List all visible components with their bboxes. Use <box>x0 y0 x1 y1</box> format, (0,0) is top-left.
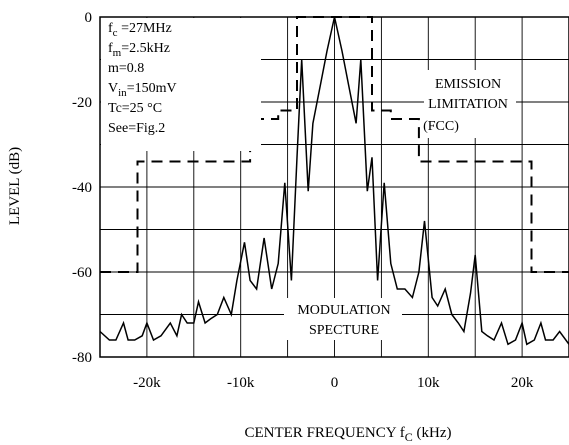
tick-labels: -20k -10k 0 10k 20k 0 -20 -40 -60 -80 <box>72 10 534 391</box>
y-tick-label: -20 <box>72 95 92 111</box>
modulation-spectrum-label: MODULATION SPECTURE <box>297 303 390 338</box>
param-subscript: m <box>113 47 122 59</box>
modulation-box <box>284 298 402 340</box>
param-main: Tc=25 °C <box>108 101 162 116</box>
emission-box <box>424 70 516 138</box>
modulation-label-line-2: SPECTURE <box>309 323 379 338</box>
param-value: =2.5kHz <box>121 41 170 56</box>
param-line: Vin=150mV <box>108 81 177 99</box>
param-value: =150mV <box>127 81 177 96</box>
grid <box>100 17 569 357</box>
param-line: fc =27MHz <box>108 21 172 39</box>
x-tick-label: 20k <box>511 375 534 391</box>
y-tick-label: -60 <box>72 265 92 281</box>
param-line: fm=2.5kHz <box>108 41 170 59</box>
param-line: Tc=25 °C <box>108 101 162 116</box>
y-axis-label: LEVEL (dB) <box>7 147 23 225</box>
emission-label-line-2: LIMITATION <box>428 97 508 112</box>
param-main: f <box>108 41 113 56</box>
x-axis-label: CENTER FREQUENCY fC (kHz) <box>244 425 451 444</box>
x-axis-label-main: CENTER FREQUENCY f <box>244 425 404 441</box>
y-tick-label: -80 <box>72 350 92 366</box>
emission-label-line-3: (FCC) <box>423 119 459 134</box>
param-main: m=0.8 <box>108 61 144 76</box>
emission-limitation-label: EMISSION LIMITATION (FCC) <box>423 77 508 134</box>
y-tick-label: -40 <box>72 180 92 196</box>
x-axis-label-unit: (kHz) <box>413 425 452 441</box>
param-main: V <box>108 81 118 96</box>
param-line: See=Fig.2 <box>108 121 165 136</box>
annotation-boxes <box>101 18 516 340</box>
param-subscript: in <box>118 87 127 99</box>
emission-label-line-1: EMISSION <box>435 77 501 92</box>
param-main: See=Fig.2 <box>108 121 165 136</box>
param-value: =27MHz <box>118 21 172 36</box>
x-tick-label: 10k <box>417 375 440 391</box>
x-tick-label: -20k <box>133 375 161 391</box>
modulation-label-line-1: MODULATION <box>297 303 390 318</box>
x-tick-label: -10k <box>227 375 255 391</box>
param-line: m=0.8 <box>108 61 144 76</box>
plot-frame <box>99 16 569 358</box>
x-axis-label-subscript: C <box>405 430 413 444</box>
x-tick-label: 0 <box>331 375 339 391</box>
y-tick-label: 0 <box>85 10 93 26</box>
param-main: f <box>108 21 113 36</box>
param-subscript: c <box>113 27 118 39</box>
params-box <box>101 18 261 151</box>
